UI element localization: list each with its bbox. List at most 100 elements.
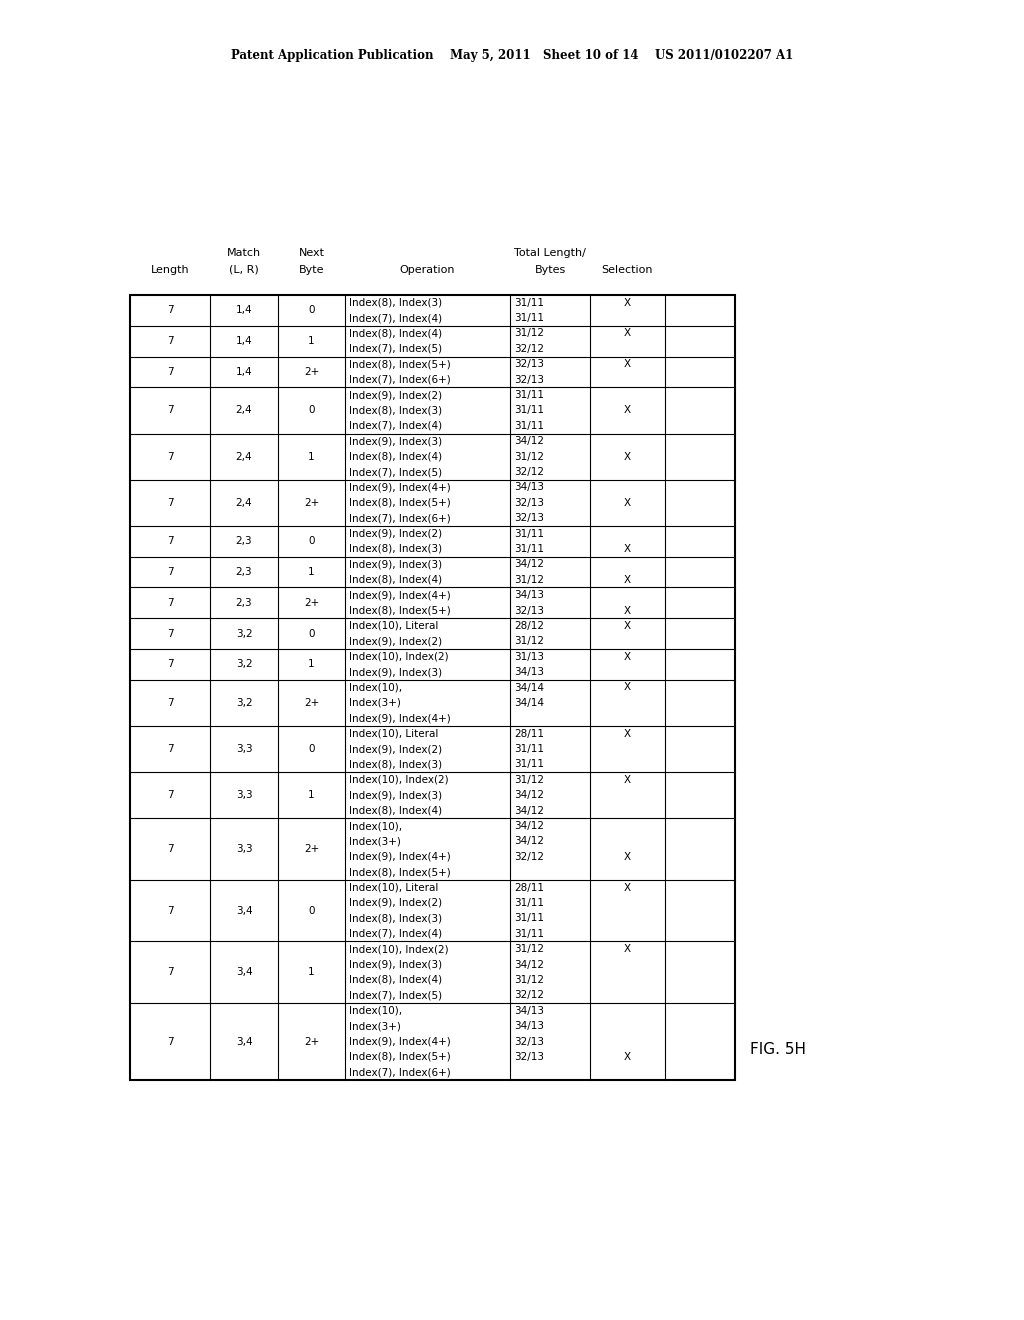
Text: Bytes: Bytes [535, 265, 565, 275]
Text: Byte: Byte [299, 265, 325, 275]
Text: 34/14: 34/14 [514, 698, 544, 708]
Text: 34/13: 34/13 [514, 667, 544, 677]
Text: 3,2: 3,2 [236, 698, 252, 708]
Text: 34/12: 34/12 [514, 821, 544, 832]
Text: 7: 7 [167, 843, 173, 854]
Text: Match: Match [227, 248, 261, 257]
Text: Index(8), Index(4): Index(8), Index(4) [349, 574, 442, 585]
Text: 7: 7 [167, 536, 173, 546]
Text: 31/12: 31/12 [514, 975, 544, 985]
Text: 32/13: 32/13 [514, 1052, 544, 1061]
Text: 7: 7 [167, 498, 173, 508]
Text: Index(9), Index(2): Index(9), Index(2) [349, 744, 442, 754]
Text: Total Length/: Total Length/ [514, 248, 586, 257]
Text: Index(10), Literal: Index(10), Literal [349, 883, 438, 892]
Text: 3,3: 3,3 [236, 744, 252, 754]
Text: 7: 7 [167, 968, 173, 977]
Text: 32/13: 32/13 [514, 498, 544, 508]
Text: 7: 7 [167, 906, 173, 916]
Text: 1: 1 [308, 568, 314, 577]
Text: 32/13: 32/13 [514, 513, 544, 523]
Text: Index(7), Index(4): Index(7), Index(4) [349, 313, 442, 323]
Text: X: X [624, 775, 631, 785]
Text: Index(9), Index(3): Index(9), Index(3) [349, 667, 442, 677]
Text: 34/13: 34/13 [514, 590, 544, 601]
Text: 1,4: 1,4 [236, 337, 252, 346]
Text: 1: 1 [308, 337, 314, 346]
Text: 31/11: 31/11 [514, 313, 544, 323]
Text: 7: 7 [167, 744, 173, 754]
Text: Operation: Operation [399, 265, 456, 275]
Text: 32/13: 32/13 [514, 375, 544, 384]
Text: X: X [624, 606, 631, 615]
Text: 34/13: 34/13 [514, 482, 544, 492]
Text: Index(8), Index(4): Index(8), Index(4) [349, 329, 442, 338]
Text: Index(7), Index(6+): Index(7), Index(6+) [349, 513, 451, 523]
Text: 32/13: 32/13 [514, 359, 544, 370]
Text: 3,4: 3,4 [236, 1036, 252, 1047]
Text: 1,4: 1,4 [236, 367, 252, 378]
Text: Index(10),: Index(10), [349, 821, 402, 832]
Text: Index(7), Index(4): Index(7), Index(4) [349, 421, 442, 430]
Text: X: X [624, 574, 631, 585]
Text: 34/12: 34/12 [514, 960, 544, 970]
Text: 34/12: 34/12 [514, 837, 544, 846]
Text: 0: 0 [308, 536, 314, 546]
Text: 3,3: 3,3 [236, 843, 252, 854]
Text: Index(7), Index(4): Index(7), Index(4) [349, 929, 442, 939]
Text: Index(9), Index(4+): Index(9), Index(4+) [349, 851, 451, 862]
Text: 0: 0 [308, 906, 314, 916]
Text: 3,4: 3,4 [236, 906, 252, 916]
Text: Index(8), Index(4): Index(8), Index(4) [349, 451, 442, 462]
Text: 31/13: 31/13 [514, 652, 544, 661]
Text: 1: 1 [308, 660, 314, 669]
Text: 7: 7 [167, 628, 173, 639]
Text: Index(9), Index(2): Index(9), Index(2) [349, 528, 442, 539]
Text: X: X [624, 620, 631, 631]
Text: 32/13: 32/13 [514, 606, 544, 615]
Text: 1: 1 [308, 968, 314, 977]
Text: X: X [624, 682, 631, 693]
Text: 28/11: 28/11 [514, 729, 544, 739]
Text: Index(10), Literal: Index(10), Literal [349, 620, 438, 631]
Text: Index(8), Index(3): Index(8), Index(3) [349, 405, 442, 416]
Text: 7: 7 [167, 337, 173, 346]
Text: X: X [624, 883, 631, 892]
Text: 31/12: 31/12 [514, 944, 544, 954]
Text: 1: 1 [308, 791, 314, 800]
Text: 7: 7 [167, 305, 173, 315]
Text: Index(7), Index(5): Index(7), Index(5) [349, 345, 442, 354]
Text: 31/12: 31/12 [514, 775, 544, 785]
Text: 2,3: 2,3 [236, 536, 252, 546]
Text: (L, R): (L, R) [229, 265, 259, 275]
Text: Next: Next [299, 248, 325, 257]
Text: 2+: 2+ [304, 843, 319, 854]
Text: X: X [624, 729, 631, 739]
Text: 2,4: 2,4 [236, 498, 252, 508]
Text: Index(3+): Index(3+) [349, 837, 400, 846]
Text: Index(10), Index(2): Index(10), Index(2) [349, 775, 449, 785]
Text: 3,2: 3,2 [236, 628, 252, 639]
Text: Index(10),: Index(10), [349, 1006, 402, 1015]
Text: X: X [624, 359, 631, 370]
Text: 32/13: 32/13 [514, 1036, 544, 1047]
Text: 34/14: 34/14 [514, 682, 544, 693]
Text: 31/11: 31/11 [514, 421, 544, 430]
Text: Index(9), Index(4+): Index(9), Index(4+) [349, 590, 451, 601]
Text: 7: 7 [167, 451, 173, 462]
Text: 34/12: 34/12 [514, 436, 544, 446]
Text: X: X [624, 329, 631, 338]
Text: Length: Length [151, 265, 189, 275]
Text: 2+: 2+ [304, 698, 319, 708]
Text: 7: 7 [167, 791, 173, 800]
Text: Index(8), Index(3): Index(8), Index(3) [349, 913, 442, 924]
Text: Index(10),: Index(10), [349, 682, 402, 693]
Text: Index(8), Index(4): Index(8), Index(4) [349, 975, 442, 985]
Text: Index(8), Index(5+): Index(8), Index(5+) [349, 498, 451, 508]
Text: Index(7), Index(6+): Index(7), Index(6+) [349, 1068, 451, 1077]
Text: Index(9), Index(2): Index(9), Index(2) [349, 898, 442, 908]
Text: 31/12: 31/12 [514, 636, 544, 647]
Text: 31/11: 31/11 [514, 744, 544, 754]
Text: 0: 0 [308, 305, 314, 315]
Text: 32/12: 32/12 [514, 345, 544, 354]
